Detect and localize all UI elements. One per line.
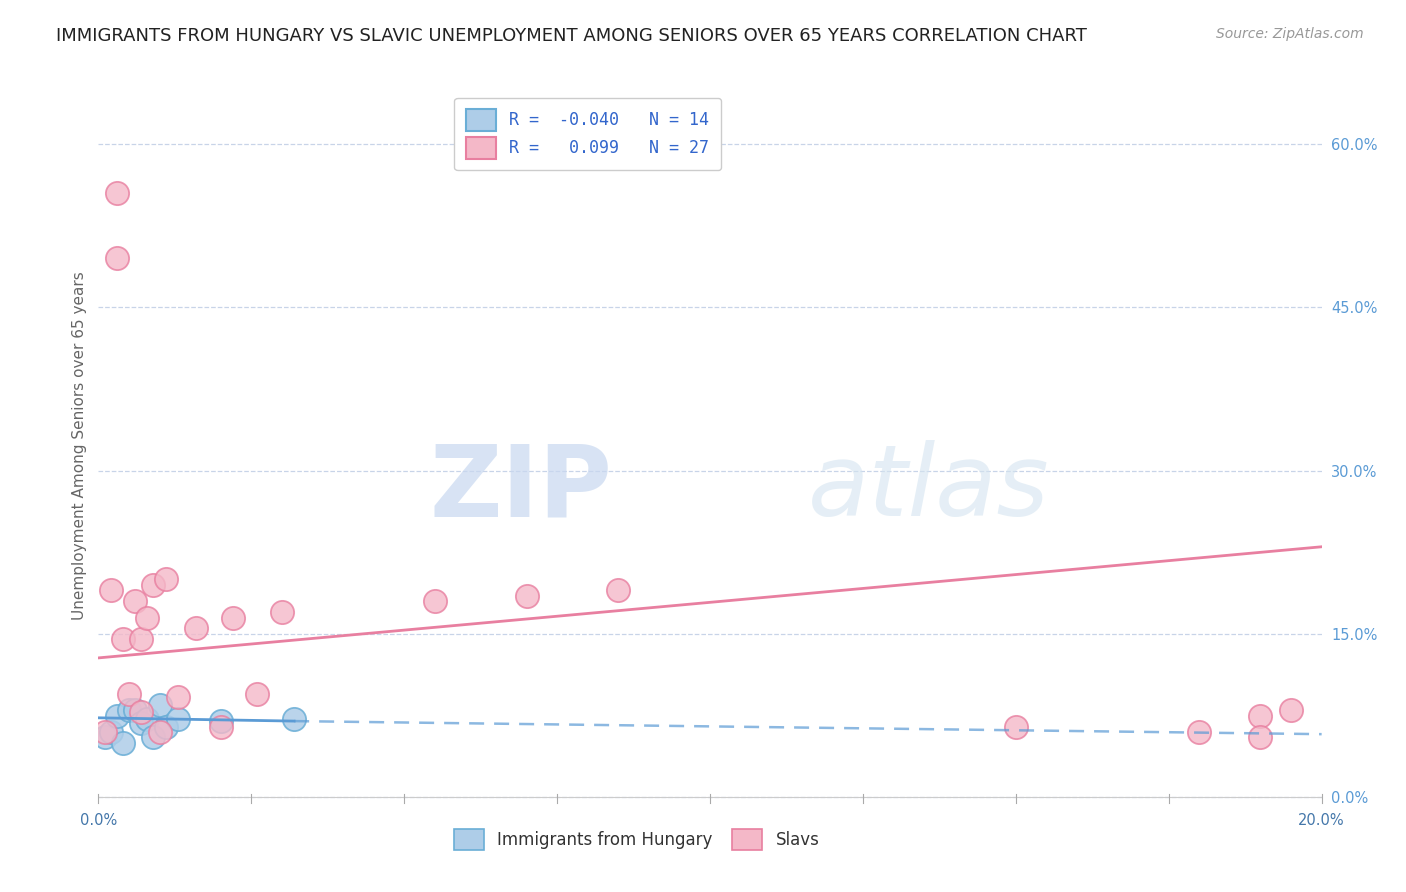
Point <box>124 594 146 608</box>
Point <box>136 610 159 624</box>
Point <box>124 703 146 717</box>
Point <box>209 714 232 728</box>
Point <box>155 720 177 734</box>
Point <box>142 731 165 745</box>
Text: atlas: atlas <box>808 441 1049 537</box>
Point <box>93 725 115 739</box>
Point <box>1249 731 1271 745</box>
Point <box>1279 703 1302 717</box>
Point <box>129 716 152 731</box>
Point <box>270 605 292 619</box>
Point <box>155 573 177 587</box>
Point <box>105 708 128 723</box>
Point <box>118 687 141 701</box>
Point <box>167 690 190 705</box>
Point <box>118 703 141 717</box>
Y-axis label: Unemployment Among Seniors over 65 years: Unemployment Among Seniors over 65 years <box>72 272 87 620</box>
Text: Source: ZipAtlas.com: Source: ZipAtlas.com <box>1216 27 1364 41</box>
Point <box>111 632 134 647</box>
Point <box>1188 725 1211 739</box>
Point <box>167 712 190 726</box>
Point <box>100 583 122 598</box>
Point <box>222 610 245 624</box>
Point <box>136 712 159 726</box>
Point <box>186 622 208 636</box>
Point <box>1249 708 1271 723</box>
Point <box>105 251 128 265</box>
Point <box>516 589 538 603</box>
Point <box>129 632 152 647</box>
Text: ZIP: ZIP <box>429 441 612 537</box>
Point <box>100 725 122 739</box>
Point <box>149 698 172 712</box>
Point <box>209 720 232 734</box>
Legend: Immigrants from Hungary, Slavs: Immigrants from Hungary, Slavs <box>446 821 828 859</box>
Point <box>246 687 269 701</box>
Point <box>129 706 152 720</box>
Point <box>142 578 165 592</box>
Point <box>111 736 134 750</box>
Point <box>93 731 115 745</box>
Point <box>1004 720 1026 734</box>
Point <box>423 594 446 608</box>
Point <box>607 583 630 598</box>
Text: IMMIGRANTS FROM HUNGARY VS SLAVIC UNEMPLOYMENT AMONG SENIORS OVER 65 YEARS CORRE: IMMIGRANTS FROM HUNGARY VS SLAVIC UNEMPL… <box>56 27 1087 45</box>
Point <box>283 712 305 726</box>
Point <box>105 186 128 200</box>
Point <box>149 725 172 739</box>
